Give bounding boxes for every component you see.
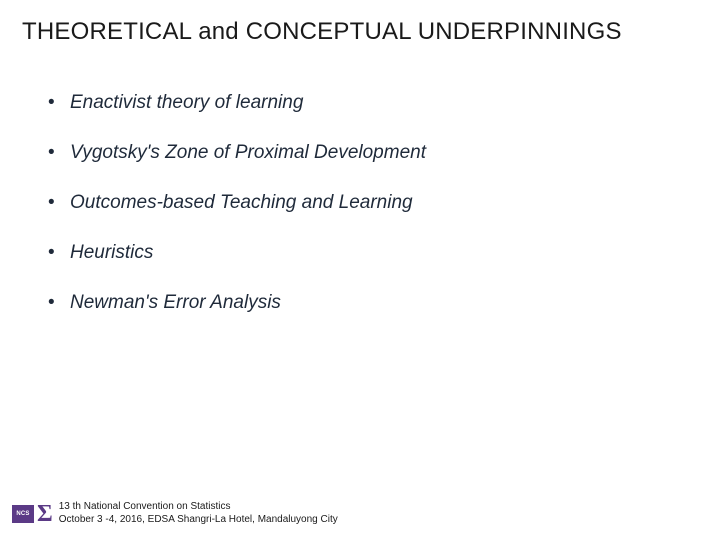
logo-badge: NCS bbox=[12, 505, 34, 523]
footer-text-block: 13 th National Convention on Statistics … bbox=[59, 501, 338, 526]
list-item: Enactivist theory of learning bbox=[48, 92, 680, 114]
list-item: Newman's Error Analysis bbox=[48, 292, 680, 314]
sigma-icon: Σ bbox=[37, 502, 53, 526]
list-item: Heuristics bbox=[48, 242, 680, 264]
slide-footer: NCS Σ 13 th National Convention on Stati… bbox=[12, 501, 338, 526]
footer-line-1: 13 th National Convention on Statistics bbox=[59, 501, 338, 514]
list-item: Outcomes-based Teaching and Learning bbox=[48, 192, 680, 214]
footer-line-2: October 3 -4, 2016, EDSA Shangri-La Hote… bbox=[59, 514, 338, 527]
logo-badge-text: NCS bbox=[16, 511, 29, 517]
list-item: Vygotsky's Zone of Proximal Development bbox=[48, 142, 680, 164]
bullet-list: Enactivist theory of learning Vygotsky's… bbox=[48, 92, 680, 342]
slide-title: THEORETICAL and CONCEPTUAL UNDERPINNINGS bbox=[22, 18, 622, 46]
footer-logo: NCS Σ bbox=[12, 502, 53, 526]
